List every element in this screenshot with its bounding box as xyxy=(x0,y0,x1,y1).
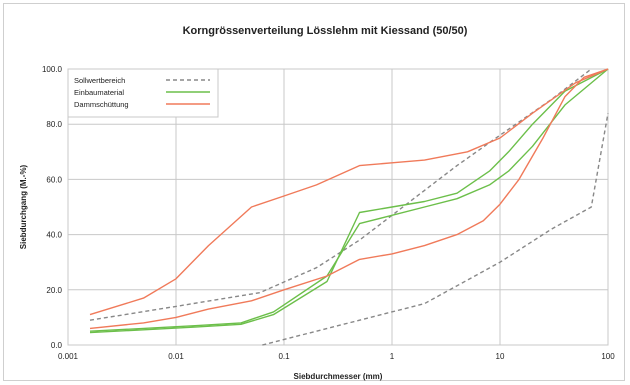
x-tick-label: 0.01 xyxy=(168,352,184,361)
y-tick-label: 60.0 xyxy=(46,175,62,184)
series-group xyxy=(89,68,609,346)
x-tick-label: 1 xyxy=(390,352,395,361)
legend-label: Einbaumaterial xyxy=(74,88,124,97)
x-tick-label: 0.001 xyxy=(58,352,79,361)
x-tick-label: 100 xyxy=(601,352,615,361)
x-tick-label: 10 xyxy=(496,352,505,361)
legend-label: Sollwertbereich xyxy=(74,76,125,85)
legend-label: Dammschüttung xyxy=(74,100,129,109)
x-axis-label: Siebdurchmesser (mm) xyxy=(294,372,383,381)
y-axis-label: Siebdurchgang (M.-%) xyxy=(19,164,28,249)
x-axis-ticks: 0.001 0.01 0.1 1 10 100 xyxy=(58,352,615,361)
series-line-dammschüttung xyxy=(89,68,609,316)
y-tick-label: 40.0 xyxy=(46,231,62,240)
y-tick-label: 0.0 xyxy=(51,341,63,350)
y-tick-label: 80.0 xyxy=(46,120,62,129)
legend-box xyxy=(67,68,219,118)
series-line-sollwertbereich xyxy=(262,113,609,346)
y-tick-label: 100.0 xyxy=(42,65,63,74)
series-line-dammschüttung xyxy=(89,68,609,330)
series-line-einbaumaterial xyxy=(89,68,609,332)
grid xyxy=(67,68,609,346)
x-tick-label: 0.1 xyxy=(278,352,290,361)
chart-title: Korngrössenverteilung Lösslehm mit Kiess… xyxy=(183,25,468,37)
legend: Sollwertbereich Einbaumaterial Dammschüttu… xyxy=(67,68,219,118)
y-tick-label: 20.0 xyxy=(46,286,62,295)
series-line-einbaumaterial xyxy=(89,68,609,334)
y-axis-ticks: 0.0 20.0 40.0 60.0 80.0 100.0 xyxy=(42,65,63,350)
